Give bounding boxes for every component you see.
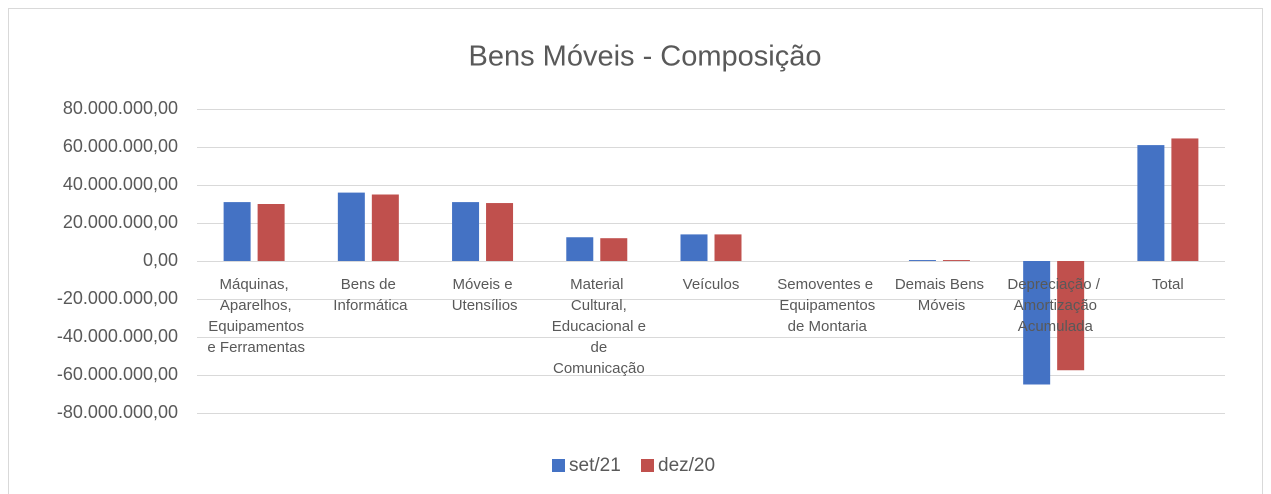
x-tick-label: Total [1152, 276, 1184, 293]
x-tick-label: Semoventes e Equipamentos de Montaria [775, 276, 875, 335]
bar [680, 234, 708, 261]
bar [942, 260, 970, 261]
x-tick-label: Veículos [683, 276, 740, 293]
bar [1171, 138, 1199, 261]
y-tick-label: 80.000.000,00 [63, 98, 178, 118]
x-tick-label: Material Cultural, Educacional e de Comu… [548, 276, 646, 377]
x-tick-label: Móveis e Utensílios [448, 276, 518, 314]
legend-swatch [552, 459, 565, 472]
legend-label: dez/20 [658, 455, 715, 476]
y-tick-label: -60.000.000,00 [57, 364, 178, 384]
chart-border [8, 8, 1263, 494]
bar [486, 203, 514, 261]
y-tick-label: -20.000.000,00 [57, 288, 178, 308]
bar [908, 260, 936, 261]
legend-label: set/21 [569, 455, 621, 476]
bar [452, 202, 480, 261]
bar [714, 234, 742, 261]
y-tick-label: 60.000.000,00 [63, 136, 178, 156]
bar [1137, 145, 1165, 261]
bar [223, 202, 251, 261]
bar [600, 238, 628, 261]
bar [337, 192, 365, 261]
x-tick-label: Bens de Informática [329, 276, 408, 314]
y-tick-label: -80.000.000,00 [57, 402, 178, 422]
x-tick-label: Demais Bens Móveis [895, 276, 984, 314]
y-tick-label: 20.000.000,00 [63, 212, 178, 232]
bar [566, 237, 594, 261]
x-tick-label: Depreciação / Amortização Acumulada [1007, 276, 1100, 335]
legend-swatch [641, 459, 654, 472]
chart-title: Bens Móveis - Composição [469, 41, 822, 73]
bar [371, 194, 399, 261]
bar [1057, 261, 1085, 371]
y-tick-label: 0,00 [143, 250, 178, 270]
x-tick-label: Máquinas, Aparelhos, Equipamentos e Ferr… [203, 276, 305, 356]
y-tick-label: 40.000.000,00 [63, 174, 178, 194]
bar [257, 204, 285, 261]
y-tick-label: -40.000.000,00 [57, 326, 178, 346]
bar [1023, 261, 1051, 385]
